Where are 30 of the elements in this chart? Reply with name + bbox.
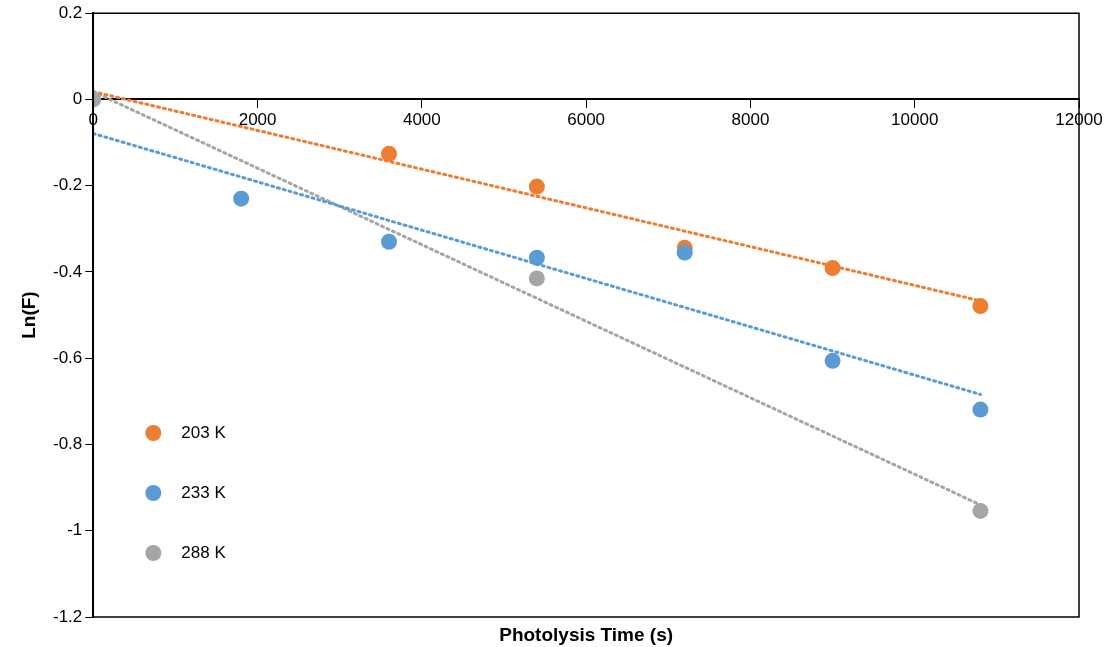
legend-label: 233 K [181,482,227,502]
point [824,260,841,277]
x-tick-label: 4000 [402,110,441,130]
x-tick-label: 2000 [238,110,277,130]
legend-label: 203 K [181,422,227,442]
point [824,352,841,369]
point [528,270,545,287]
legend-label: 288 K [181,542,227,562]
point [972,298,989,315]
y-axis-title: Ln(F) [18,291,40,339]
point [972,401,989,418]
point [381,145,398,162]
x-tick-label: 6000 [567,110,606,130]
x-axis-title: Photolysis Time (s) [499,623,674,645]
point [676,244,693,261]
x-tick-label: 8000 [731,110,770,130]
point [233,190,250,207]
point [381,233,398,250]
y-tick-label: 0.2 [58,2,83,22]
y-tick-label: -0.8 [53,434,83,454]
point [528,178,545,195]
y-tick-label: -0.2 [53,175,83,195]
y-tick-label: -0.4 [53,261,83,281]
y-tick-label: -1 [67,520,83,540]
y-tick-label: 0 [72,89,83,109]
x-tick-label: 10000 [891,110,939,130]
y-tick-label: -1.2 [53,606,83,626]
point [528,249,545,266]
point [972,502,989,519]
y-tick-label: -0.6 [53,347,83,367]
